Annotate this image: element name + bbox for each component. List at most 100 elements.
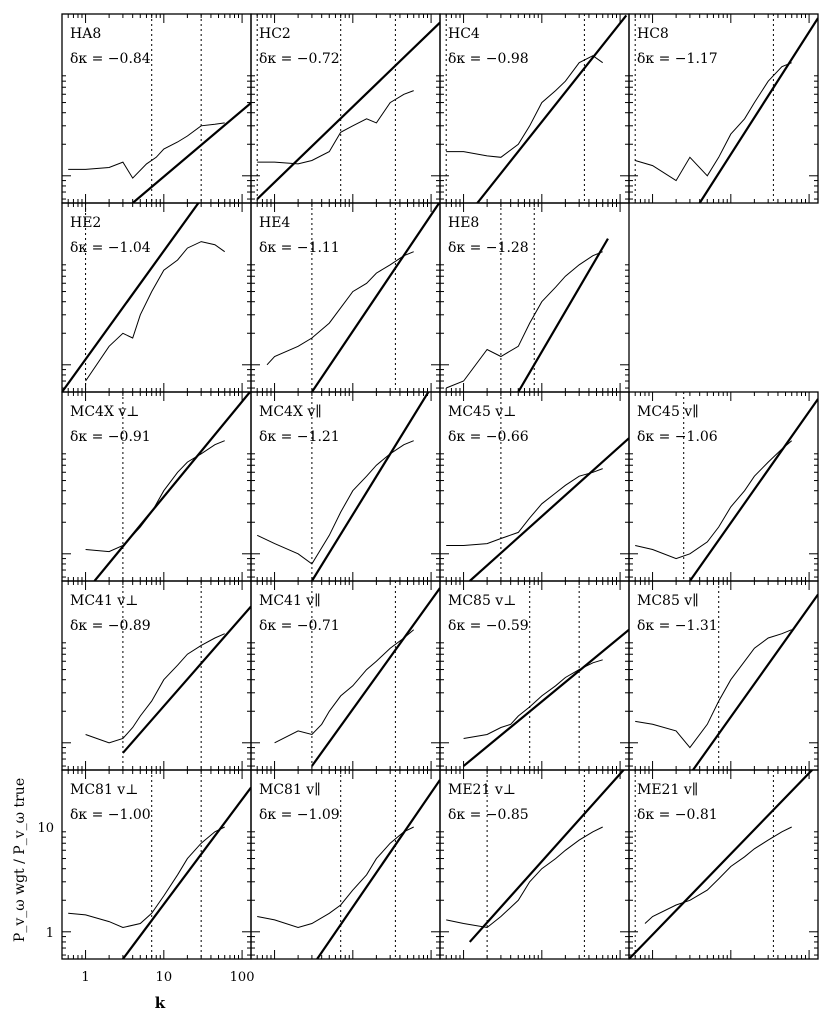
y-tick-label: 1 <box>46 926 54 941</box>
delta-kappa-label: δκ = −0.84 <box>70 51 151 67</box>
fit-line <box>469 437 629 581</box>
panel-title: MC45 v⊥ <box>448 404 516 420</box>
fit-line <box>122 605 251 754</box>
panel-title: MC81 v∥ <box>259 782 321 798</box>
ratio-curve <box>635 629 792 749</box>
panel-title: HE4 <box>259 215 290 231</box>
delta-kappa-label: δκ = −0.81 <box>637 807 718 823</box>
fit-line <box>93 392 251 581</box>
delta-kappa-label: δκ = −1.17 <box>637 51 718 67</box>
panel-title: HC4 <box>448 26 480 42</box>
panel: MC81 v∥ δκ = −1.09 <box>250 769 441 960</box>
panel-title: HC2 <box>259 26 291 42</box>
fit-line <box>462 628 629 767</box>
panel-title: HA8 <box>70 26 101 42</box>
panel-frame <box>628 391 819 582</box>
panel: MC45 v⊥ δκ = −0.66 <box>439 391 630 582</box>
panel-title: ME21 v⊥ <box>448 782 516 798</box>
panel: MC85 v∥ δκ = −1.31 <box>628 580 819 771</box>
fit-line <box>688 398 818 581</box>
y-axis-label: P_v_ω wgt / P_v_ω true <box>12 778 28 942</box>
panel-title: MC81 v⊥ <box>70 782 138 798</box>
ratio-curve <box>446 468 603 546</box>
fit-line <box>310 392 430 581</box>
ratio-curve <box>635 440 793 560</box>
panel-frame <box>61 769 252 960</box>
panel: MC81 v⊥ δκ = −1.00 <box>61 769 252 960</box>
x-axis-label: k <box>155 994 166 1012</box>
fit-line <box>256 21 440 200</box>
delta-kappa-label: δκ = −1.31 <box>637 618 718 634</box>
delta-kappa-label: δκ = −1.28 <box>448 240 529 256</box>
fit-line <box>122 786 251 959</box>
delta-kappa-label: δκ = −0.66 <box>448 429 529 445</box>
panel-title: HC8 <box>637 26 669 42</box>
panel-title: HE8 <box>448 215 479 231</box>
fit-line <box>310 203 440 392</box>
panel: MC41 v∥ δκ = −0.71 <box>250 580 441 771</box>
panel: MC85 v⊥ δκ = −0.59 <box>439 580 630 771</box>
ratio-curve <box>68 122 225 179</box>
ratio-curve <box>257 90 414 165</box>
fit-line <box>698 17 818 203</box>
panel-frame <box>628 580 819 771</box>
ratio-curve <box>446 251 603 389</box>
panel-frame <box>250 769 441 960</box>
panel-frame <box>250 580 441 771</box>
delta-kappa-label: δκ = −0.89 <box>70 618 151 634</box>
fit-line <box>517 238 609 392</box>
panel-title: MC4X v⊥ <box>70 404 139 420</box>
delta-kappa-label: δκ = −1.00 <box>70 807 151 823</box>
ratio-curve <box>85 633 225 744</box>
delta-kappa-label: δκ = −1.04 <box>70 240 151 256</box>
delta-kappa-label: δκ = −1.11 <box>259 240 340 256</box>
fit-line <box>62 203 200 392</box>
panel-frame <box>628 13 819 204</box>
panel: MC4X v∥ δκ = −1.21 <box>250 391 441 582</box>
ratio-curve <box>635 62 792 182</box>
panel: HC2 δκ = −0.72 <box>250 13 441 204</box>
fit-line <box>629 770 814 959</box>
delta-kappa-label: δκ = −0.71 <box>259 618 340 634</box>
panel-title: HE2 <box>70 215 101 231</box>
ratio-curve <box>446 826 603 929</box>
panel: MC45 v∥ δκ = −1.06 <box>628 391 819 582</box>
fit-line <box>316 779 440 959</box>
ratio-curve <box>257 826 414 929</box>
delta-kappa-label: δκ = −0.72 <box>259 51 340 67</box>
fit-line <box>468 770 626 943</box>
x-tick-label: 10 <box>156 970 173 985</box>
panel-title: ME21 v∥ <box>637 782 698 798</box>
panel-frame <box>439 391 630 582</box>
delta-kappa-label: δκ = −0.91 <box>70 429 151 445</box>
panel-frame <box>61 391 252 582</box>
panel-frame <box>439 769 630 960</box>
ratio-curve <box>85 440 225 553</box>
panel-title: MC41 v∥ <box>259 593 321 609</box>
panel: ME21 v∥ δκ = −0.81 <box>628 769 819 960</box>
panel-frame <box>61 202 252 393</box>
x-tick-label: 100 <box>230 970 255 985</box>
panel-title: MC45 v∥ <box>637 404 699 420</box>
delta-kappa-label: δκ = −0.59 <box>448 618 529 634</box>
panel: MC4X v⊥ δκ = −0.91 <box>61 391 252 582</box>
delta-kappa-label: δκ = −1.06 <box>637 429 718 445</box>
panel: HE2 δκ = −1.04 <box>61 202 252 393</box>
fit-line <box>311 587 440 767</box>
fit-line <box>691 593 818 770</box>
fit-line <box>131 102 251 203</box>
fit-line <box>476 14 628 203</box>
panel-title: MC85 v∥ <box>637 593 699 609</box>
panel: HE8 δκ = −1.28 <box>439 202 630 393</box>
panel-frame <box>61 13 252 204</box>
ratio-curve <box>274 629 415 744</box>
panel-frame <box>439 13 630 204</box>
delta-kappa-label: δκ = −1.09 <box>259 807 340 823</box>
panel-title: MC4X v∥ <box>259 404 322 420</box>
ratio-curve <box>644 826 792 924</box>
panel-frame <box>61 580 252 771</box>
panel-title: MC41 v⊥ <box>70 593 138 609</box>
delta-kappa-label: δκ = −0.85 <box>448 807 529 823</box>
panel-frame <box>250 202 441 393</box>
